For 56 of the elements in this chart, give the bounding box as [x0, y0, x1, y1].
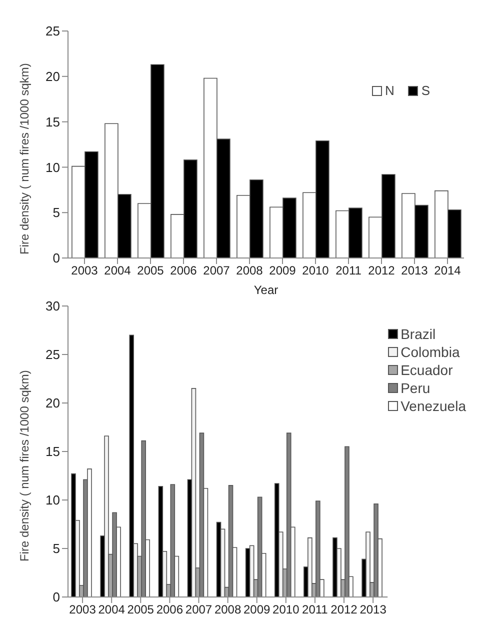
x-tick-label: 2014 [434, 264, 462, 278]
x-tick-label: 2003 [71, 264, 98, 278]
x-tick-label: 2006 [156, 602, 184, 617]
y-tick-label: 25 [46, 24, 60, 39]
bar [87, 468, 92, 597]
legend-label: Ecuador [400, 362, 453, 378]
x-tick-label: 2009 [244, 602, 271, 617]
x-tick-label: 2011 [302, 602, 328, 617]
y-tick-label: 25 [46, 347, 60, 362]
legend-label: Colombia [400, 344, 460, 360]
y-tick-label: 30 [46, 298, 60, 314]
x-tick-label: 2008 [214, 602, 242, 617]
x-tick-label: 2004 [104, 264, 132, 278]
x-tick-label: 2010 [302, 264, 330, 278]
x-tick-label: 2013 [360, 602, 387, 617]
x-tick-label: 2003 [69, 602, 96, 617]
x-tick-label: 2007 [185, 602, 212, 617]
bar [129, 334, 134, 597]
y-tick-label: 5 [52, 205, 60, 220]
x-tick-label: 2005 [127, 602, 154, 617]
y-tick-label: 20 [46, 69, 60, 84]
bar [104, 436, 109, 597]
bar [158, 486, 164, 597]
legend-label: Brazil [400, 326, 436, 342]
legend-label: S [421, 83, 430, 98]
y-tick-label: 5 [52, 541, 60, 556]
x-tick-label: 2010 [272, 602, 300, 617]
x-tick-label: 2012 [368, 264, 396, 278]
y-tick-label: 20 [46, 396, 60, 411]
legend-label: Venezuela [400, 398, 466, 414]
bar [249, 545, 254, 597]
bar [191, 388, 196, 597]
x-tick-label: 2012 [330, 602, 358, 617]
x-tick-label: 2006 [170, 264, 198, 278]
x-tick-label: 2009 [269, 264, 296, 278]
y-tick-label: 10 [46, 492, 60, 508]
legend-label: N [384, 83, 394, 98]
y-axis-title: Fire density ( num fires /1000 sqkm) [17, 370, 32, 562]
x-tick-label: 2004 [98, 602, 126, 617]
bar [308, 537, 312, 597]
y-tick-label: 15 [46, 444, 60, 460]
y-tick-label: 10 [46, 160, 60, 175]
x-tick-label: 2008 [236, 264, 264, 278]
y-tick-label: 15 [46, 114, 60, 130]
x-tick-label: 2005 [137, 264, 164, 278]
legend-label: Peru [400, 380, 430, 396]
y-tick-label: 0 [52, 250, 60, 266]
y-tick-label: 0 [52, 590, 60, 605]
x-tick-label: 2007 [203, 264, 230, 278]
x-axis-title: Year [254, 283, 278, 297]
y-axis-title: Fire density ( num fires /1000 sqkm) [17, 63, 32, 254]
x-tick-label: 2011 [336, 264, 362, 278]
bar [71, 473, 76, 597]
bar [274, 483, 280, 597]
x-tick-label: 2013 [401, 264, 428, 278]
bar [366, 532, 370, 597]
